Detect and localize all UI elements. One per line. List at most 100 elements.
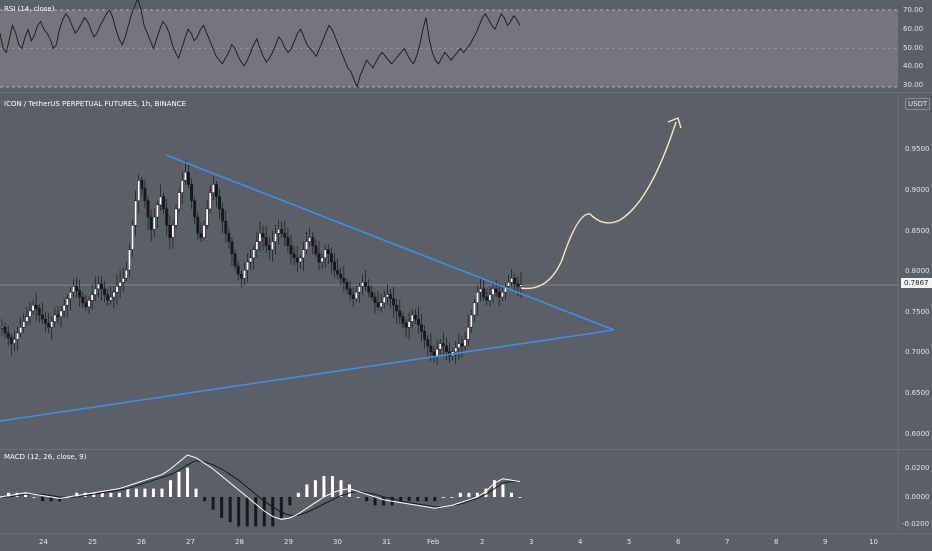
candle-body [519, 284, 523, 287]
histogram-bar [194, 488, 198, 497]
histogram-bar [24, 492, 28, 497]
candle-body [479, 288, 483, 293]
candle-body [348, 288, 352, 295]
candle-body [376, 302, 380, 308]
candle-body [50, 321, 54, 328]
histogram-bar [126, 488, 130, 497]
histogram-bar [134, 488, 138, 497]
candle-body [72, 286, 75, 293]
candle-body [385, 294, 389, 298]
histogram-bar [41, 497, 45, 502]
histogram-bar [339, 480, 343, 497]
price-chart [0, 92, 932, 447]
candle-body [34, 304, 38, 309]
histogram-bar [7, 492, 11, 497]
histogram-bar [75, 492, 79, 497]
candle-body [426, 339, 430, 347]
candle-body [323, 249, 327, 259]
candle-body [218, 196, 221, 210]
symbol-title: ICON / TetherUS PERPETUAL FUTURES, 1h, B… [4, 100, 187, 108]
candle-body [342, 278, 346, 283]
candle-body [6, 332, 10, 339]
macd-tick-pos: 0.0200 [905, 464, 930, 472]
time-label: 9 [823, 538, 828, 546]
rsi-pane[interactable]: RSI (14, close) 70.00 60.00 50.00 40.00 … [0, 0, 932, 90]
candle-body [16, 332, 19, 340]
candle-body [305, 241, 309, 250]
candle-body [476, 291, 479, 304]
candle-body [258, 233, 262, 242]
candle-body [162, 196, 166, 210]
candle-body [392, 298, 396, 306]
candle-body [214, 184, 218, 197]
candle-body [87, 300, 91, 308]
histogram-bar [117, 492, 121, 497]
histogram-bar [288, 497, 292, 506]
histogram-bar [58, 497, 62, 502]
candle-body [429, 345, 433, 352]
candle-body [227, 233, 231, 242]
histogram-bar [271, 497, 275, 527]
candle-body [31, 304, 35, 312]
upper-trendline [165, 154, 615, 331]
candle-body [510, 278, 514, 283]
candle-body [121, 278, 125, 283]
candle-body [410, 314, 414, 322]
histogram-bar [330, 476, 334, 497]
rsi-level-30: 30.00 [903, 81, 924, 89]
candle-body [53, 314, 57, 322]
histogram-bar [458, 492, 462, 497]
signal-line [0, 460, 520, 516]
candle-body [298, 257, 302, 263]
candle-body [131, 224, 134, 250]
rsi-level-50: 50.00 [903, 44, 924, 52]
candle-body [407, 321, 411, 328]
candle-body [187, 171, 190, 185]
candle-body [441, 343, 445, 347]
candle-body [252, 249, 256, 259]
candle-body [361, 282, 364, 287]
candle-body [460, 343, 464, 347]
histogram-bar [143, 488, 147, 497]
candle-body [379, 302, 383, 308]
time-axis[interactable]: 24 25 26 27 28 29 30 31 Feb 2 3 4 5 6 7 … [0, 533, 932, 551]
candle-body [274, 233, 277, 242]
candle-body [65, 298, 69, 306]
candle-body [56, 314, 60, 317]
histogram-bar [416, 497, 420, 502]
candle-body [221, 208, 225, 222]
histogram-bar [365, 497, 369, 502]
macd-line [0, 454, 521, 520]
price-pane[interactable]: ICON / TetherUS PERPETUAL FUTURES, 1h, B… [0, 92, 932, 447]
histogram-bar [467, 492, 471, 497]
time-label: 31 [382, 538, 391, 546]
candle-body [416, 318, 420, 326]
price-tick-0950: 0.9500 [905, 145, 930, 153]
macd-pane[interactable]: MACD (12, 26, close, 9) 0.0200 0.0000 -0… [0, 449, 932, 531]
candle-body [488, 294, 492, 301]
histogram-bar [245, 497, 249, 527]
candle-body [168, 224, 172, 238]
time-label: 29 [284, 538, 293, 546]
histogram-bar [509, 492, 513, 497]
candle-body [242, 269, 246, 279]
candle-body [75, 286, 79, 291]
histogram-bar [15, 492, 19, 497]
macd-chart [0, 449, 932, 531]
time-label: 25 [88, 538, 97, 546]
candle-body [93, 288, 97, 295]
time-label: 10 [869, 538, 878, 546]
candle-body [504, 286, 507, 293]
currency-badge[interactable]: USDT [905, 98, 931, 110]
rsi-chart [0, 0, 898, 89]
candle-body [22, 321, 26, 328]
candle-body [177, 192, 181, 210]
histogram-bar [83, 492, 87, 497]
histogram-bar [160, 488, 164, 497]
macd-tick-neg: -0.0200 [902, 520, 930, 528]
candle-body [432, 351, 436, 357]
candle-body [302, 249, 305, 259]
candle-body [196, 216, 200, 234]
candle-body [482, 288, 486, 298]
candle-body [370, 291, 374, 298]
